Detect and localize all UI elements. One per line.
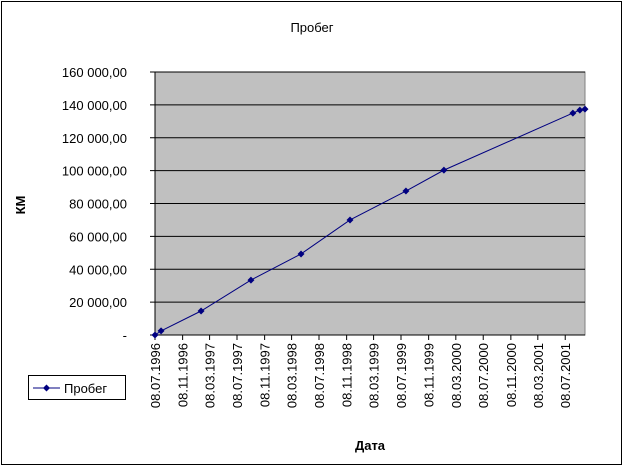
legend-marker (43, 384, 50, 392)
y-tick-label: 80 000,00 (69, 197, 127, 212)
data-point (297, 250, 305, 258)
data-point (157, 327, 165, 335)
y-axis-label: КМ (13, 196, 28, 215)
y-tick-label: 40 000,00 (69, 262, 127, 277)
x-tick-label: 08.11.1997 (258, 343, 273, 407)
data-point (440, 166, 448, 174)
data-point (581, 105, 589, 113)
data-point (576, 106, 584, 114)
x-tick-label: 08.03.2001 (531, 343, 546, 408)
y-tick-label: 60 000,00 (69, 229, 127, 244)
x-axis-label: Дата (355, 438, 386, 453)
x-tick-label: 08.11.2000 (504, 343, 519, 407)
y-tick-label: 120 000,00 (62, 131, 127, 146)
y-tick-label: - (123, 328, 127, 343)
data-point (402, 187, 410, 195)
x-tick-label: 08.07.2000 (476, 343, 491, 408)
data-point (247, 276, 255, 284)
x-tick-label: 08.07.1998 (312, 343, 327, 408)
chart-title: Пробег (290, 20, 333, 35)
y-tick-label: 140 000,00 (62, 98, 127, 113)
x-tick-label: 08.11.1999 (422, 343, 437, 407)
y-tick-label: 20 000,00 (69, 295, 127, 310)
legend-label: Пробег (64, 381, 107, 396)
data-point (569, 109, 577, 117)
x-tick-label: 08.11.1996 (176, 343, 191, 407)
x-tick-label: 08.03.1997 (203, 343, 218, 408)
x-tick-label: 08.03.1999 (367, 343, 382, 408)
y-tick-label: 160 000,00 (62, 65, 127, 80)
x-tick-label: 08.03.1998 (285, 343, 300, 408)
y-tick-label: 100 000,00 (62, 164, 127, 179)
x-tick-label: 08.07.1996 (148, 343, 163, 408)
data-point (197, 307, 205, 315)
x-tick-label: 08.03.2000 (449, 343, 464, 408)
x-tick-label: 08.07.2001 (558, 343, 573, 408)
x-tick-label: 08.11.1998 (340, 343, 355, 407)
x-tick-label: 08.07.1997 (230, 343, 245, 408)
data-point (151, 331, 159, 339)
x-tick-label: 08.07.1999 (394, 343, 409, 408)
data-point (346, 216, 354, 224)
